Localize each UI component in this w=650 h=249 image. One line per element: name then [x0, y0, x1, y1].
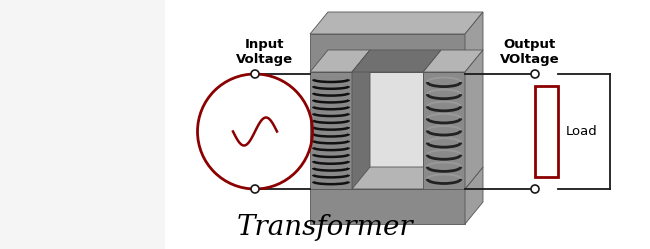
Circle shape — [531, 70, 539, 78]
Text: Load: Load — [566, 125, 598, 138]
Polygon shape — [465, 50, 483, 189]
Polygon shape — [423, 72, 465, 189]
Text: Output
VOltage: Output VOltage — [500, 38, 560, 66]
Bar — [535, 86, 558, 177]
Polygon shape — [352, 50, 441, 72]
Bar — [0, 0, 165, 249]
Polygon shape — [310, 189, 465, 224]
Text: Transformer: Transformer — [237, 214, 413, 241]
Polygon shape — [310, 72, 352, 189]
Polygon shape — [310, 12, 483, 34]
Polygon shape — [352, 72, 423, 189]
Text: Input
Voltage: Input Voltage — [237, 38, 294, 66]
Polygon shape — [423, 50, 483, 72]
Circle shape — [251, 185, 259, 193]
Polygon shape — [310, 167, 483, 189]
Circle shape — [251, 70, 259, 78]
Circle shape — [531, 185, 539, 193]
Polygon shape — [310, 50, 370, 72]
Polygon shape — [310, 34, 465, 72]
Polygon shape — [465, 167, 483, 224]
Polygon shape — [465, 12, 483, 72]
Polygon shape — [370, 50, 441, 167]
Polygon shape — [352, 50, 370, 189]
